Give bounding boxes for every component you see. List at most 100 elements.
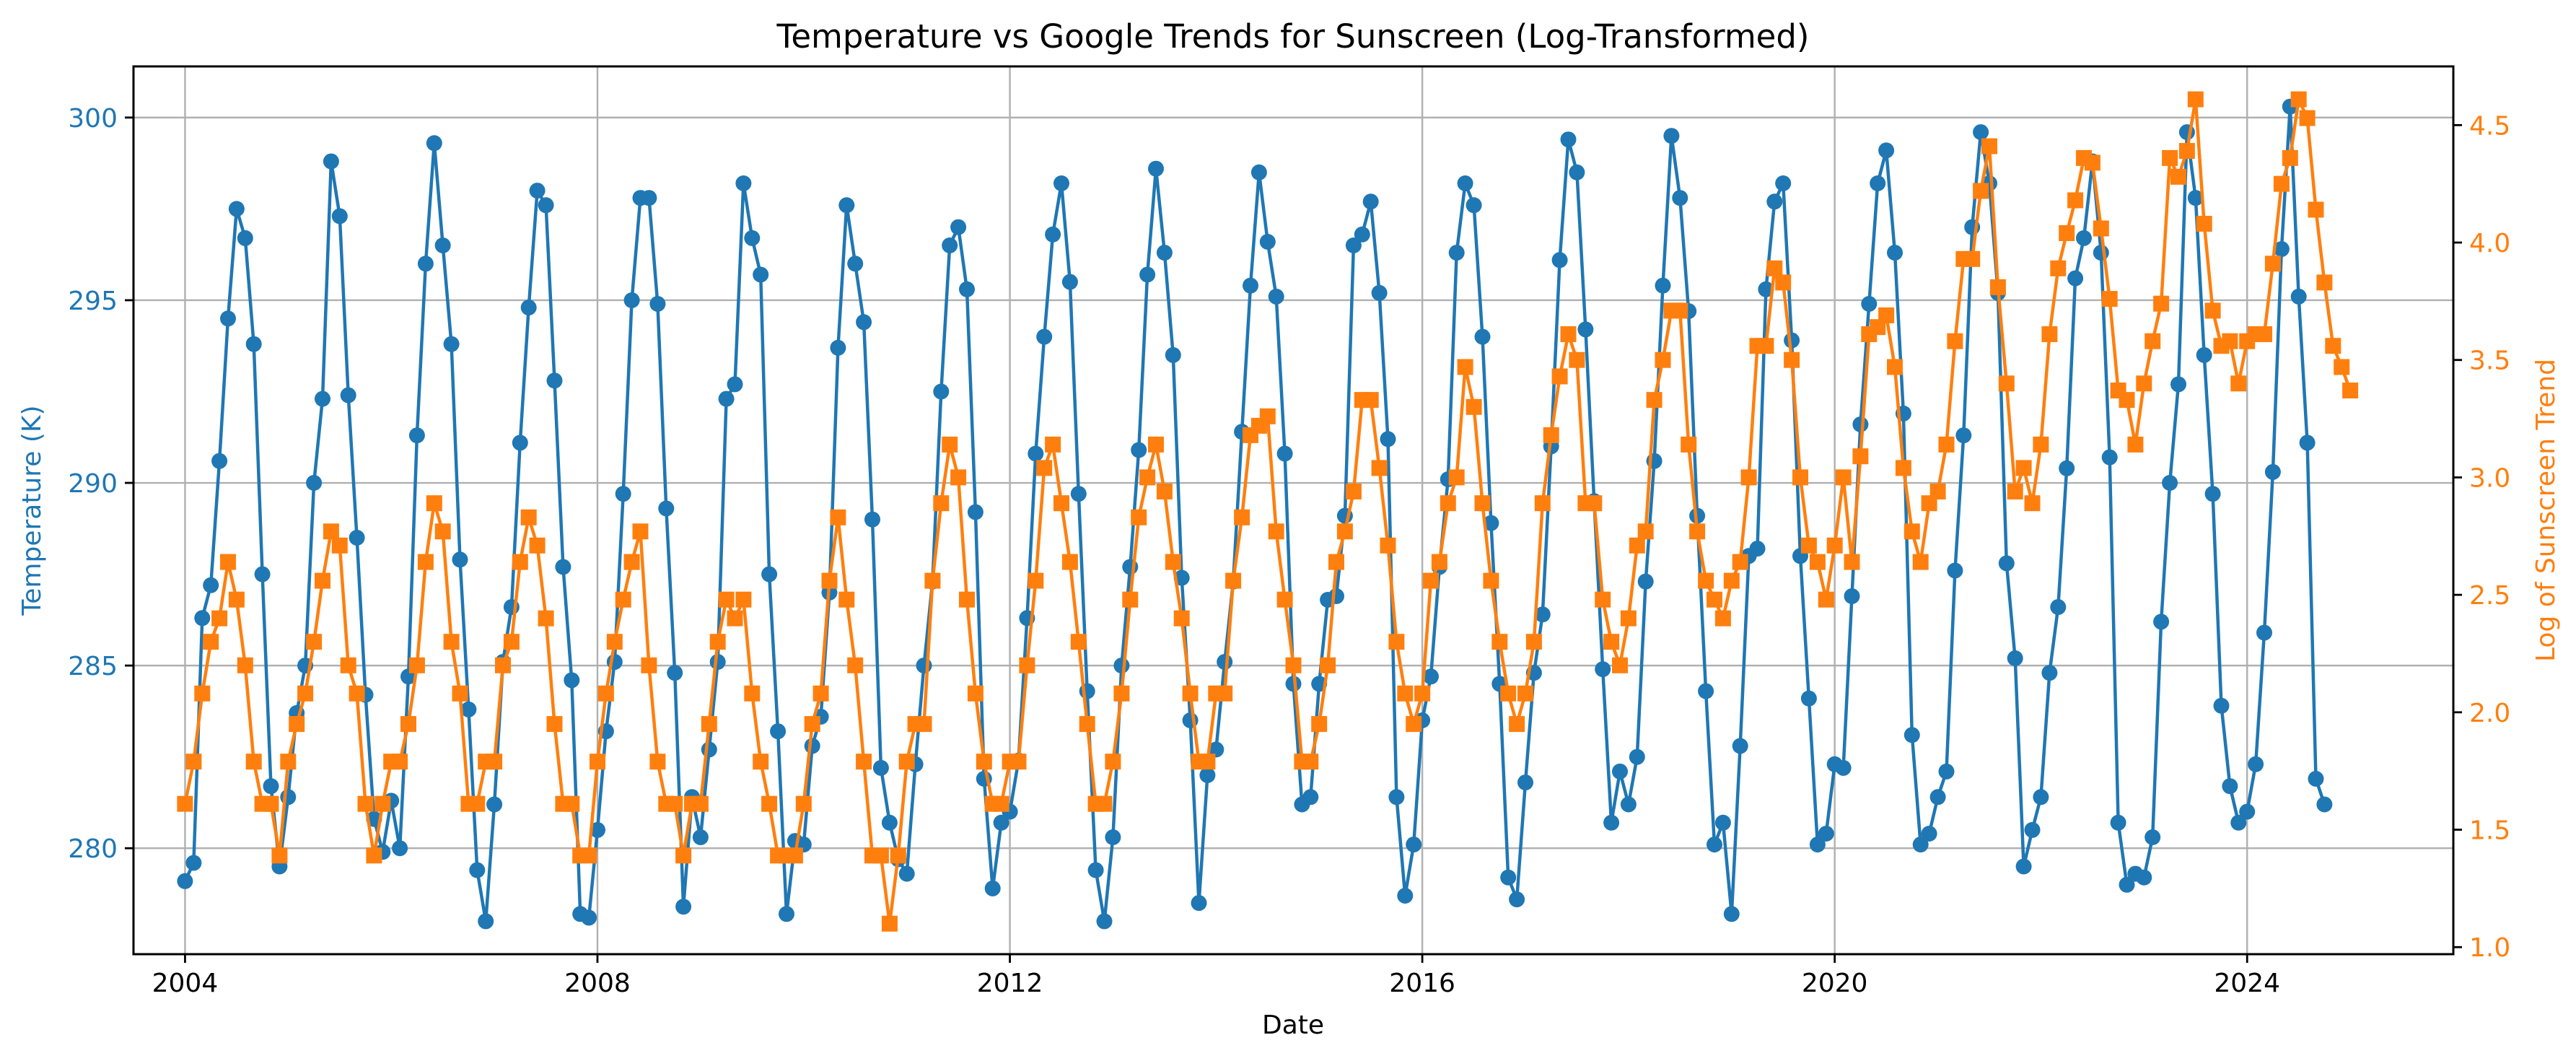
sunscreen-trend-point (1887, 359, 1903, 375)
temperature-point (2316, 796, 2333, 813)
temperature-point (1217, 654, 1233, 671)
x-tick-label: 2008 (564, 969, 631, 998)
sunscreen-trend-point (1569, 352, 1585, 368)
temperature-point (1250, 164, 1267, 180)
temperature-point (2110, 814, 2126, 831)
temperature-point (1629, 748, 1645, 765)
temperature-point (426, 135, 442, 152)
temperature-point (349, 530, 365, 546)
temperature-point (744, 230, 761, 246)
temperature-point (1105, 829, 1121, 845)
sunscreen-trend-point (1466, 398, 1482, 415)
temperature-point (1534, 606, 1551, 623)
sunscreen-trend-point (744, 685, 761, 702)
sunscreen-trend-point (649, 754, 666, 770)
sunscreen-trend-point (830, 509, 846, 525)
temperature-point (237, 230, 253, 246)
temperature-point (872, 759, 889, 776)
y-right-tick-label: 1.5 (2469, 816, 2510, 846)
sunscreen-trend-point (838, 591, 855, 608)
sunscreen-trend-point (2342, 383, 2359, 398)
sunscreen-trend-point (993, 795, 1009, 812)
sunscreen-trend-point (735, 591, 752, 608)
temperature-point (1096, 913, 1113, 930)
temperature-point (804, 738, 820, 754)
temperature-point (254, 566, 271, 582)
temperature-point (1423, 668, 1439, 685)
sunscreen-trend-point (220, 554, 236, 570)
sunscreen-trend-point (1826, 537, 1843, 554)
sunscreen-trend-point (426, 495, 442, 512)
temperature-point (331, 208, 348, 224)
temperature-point (2256, 624, 2272, 641)
sunscreen-trend-point (2145, 333, 2161, 349)
temperature-point (1870, 175, 1886, 191)
temperature-point (2153, 614, 2170, 630)
sunscreen-trend-point (667, 795, 683, 812)
temperature-point (864, 511, 880, 528)
temperature-point (1036, 328, 1053, 345)
temperature-point (916, 658, 932, 674)
temperature-point (1354, 226, 1370, 243)
temperature-point (220, 310, 236, 327)
temperature-point (2239, 803, 2256, 820)
temperature-point (1723, 906, 1740, 922)
sunscreen-trend-point (1500, 685, 1517, 702)
temperature-point (623, 292, 640, 308)
sunscreen-trend-series (177, 91, 2359, 932)
sunscreen-trend-point (263, 795, 279, 812)
temperature-point (1955, 427, 1972, 444)
sunscreen-trend-point (675, 847, 692, 864)
sunscreen-trend-point (2299, 110, 2316, 126)
temperature-point (2024, 821, 2041, 838)
sunscreen-trend-point (1268, 523, 1284, 540)
temperature-point (2222, 778, 2238, 795)
sunscreen-trend-point (2273, 175, 2290, 192)
temperature-point (1199, 767, 1216, 783)
sunscreen-trend-point (1620, 610, 1637, 626)
temperature-point (1551, 252, 1568, 268)
temperature-point (185, 855, 202, 871)
sunscreen-trend-point (1173, 610, 1190, 626)
y-axis-right: 1.0 1.5 2.0 2.5 3.0 3.5 4.0 4.5 (2453, 111, 2510, 963)
temperature-point (2067, 270, 2084, 287)
y-left-tick-label: 280 (68, 834, 118, 864)
temperature-point (2264, 463, 2281, 480)
temperature-point (1517, 774, 1533, 791)
sunscreen-trend-point (1844, 554, 1860, 570)
temperature-point (520, 300, 537, 316)
sunscreen-trend-point (1534, 495, 1551, 512)
temperature-point (641, 190, 657, 206)
temperature-point (2041, 665, 2058, 681)
temperature-point (1483, 515, 1499, 531)
temperature-point (1887, 245, 1903, 261)
temperature-point (1406, 837, 1422, 853)
sunscreen-trend-point (2067, 192, 2084, 209)
sunscreen-trend-point (1560, 326, 1577, 342)
temperature-point (675, 899, 692, 915)
sunscreen-trend-point (2178, 143, 2195, 160)
sunscreen-trend-point (1740, 469, 1757, 486)
sunscreen-trend-point (2290, 91, 2307, 108)
sunscreen-trend-point (1509, 716, 1525, 733)
temperature-point (1903, 727, 1920, 743)
temperature-point (2290, 288, 2307, 305)
temperature-point (486, 796, 503, 813)
sunscreen-trend-point (2024, 495, 2041, 512)
temperature-point (1131, 442, 1147, 458)
temperature-point (1672, 190, 1688, 206)
sunscreen-trend-point (2170, 168, 2186, 185)
temperature-point (538, 197, 554, 214)
temperature-point (1861, 296, 1878, 312)
sunscreen-trend-point (1595, 591, 1611, 608)
sunscreen-trend-point (1912, 554, 1929, 570)
temperature-point (1560, 131, 1577, 148)
sunscreen-trend-point (228, 591, 245, 608)
sunscreen-trend-point (1758, 338, 1774, 354)
sunscreen-trend-point (2222, 333, 2238, 349)
temperature-point (315, 390, 330, 407)
sunscreen-trend-point (1431, 554, 1447, 570)
temperature-point (194, 610, 211, 626)
temperature-point (1345, 237, 1362, 253)
sunscreen-trend-point (1388, 634, 1405, 650)
